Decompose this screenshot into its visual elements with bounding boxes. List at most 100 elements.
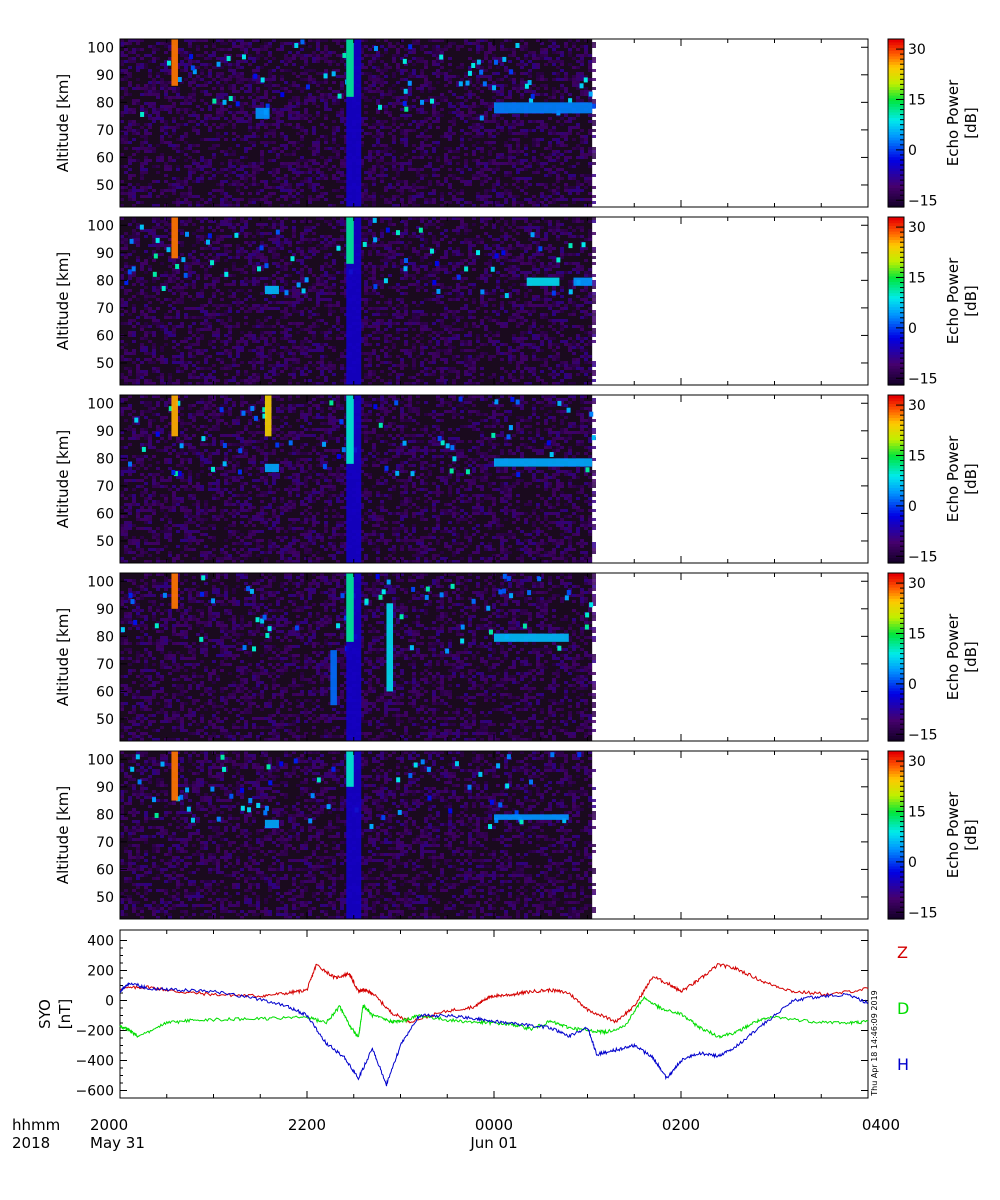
heatmap-cell	[452, 132, 456, 135]
heatmap-cell	[284, 183, 288, 186]
heatmap-cell	[372, 292, 376, 295]
heatmap-cell	[404, 153, 408, 156]
heatmap-cell	[460, 189, 464, 192]
heatmap-cell	[460, 78, 464, 81]
heatmap-cell	[276, 48, 280, 51]
heatmap-cell	[376, 328, 380, 331]
heatmap-cell	[128, 84, 132, 87]
heatmap-cell	[196, 168, 200, 171]
heatmap-cell	[300, 310, 304, 313]
heatmap-cell	[128, 57, 132, 60]
heatmap-cell	[156, 66, 160, 69]
heatmap-cell	[252, 283, 256, 286]
heatmap-cell	[244, 78, 248, 81]
heatmap-cell	[452, 93, 456, 96]
heatmap-cell	[508, 171, 512, 174]
heatmap-cell	[384, 69, 388, 72]
heatmap-cell	[132, 361, 136, 364]
heatmap-cell	[396, 162, 400, 165]
heatmap-cell	[312, 250, 316, 253]
heatmap-cell	[432, 111, 436, 114]
heatmap-cell	[432, 192, 436, 195]
heatmap-cell	[524, 153, 528, 156]
heatmap-cell	[364, 376, 368, 379]
heatmap-cell	[588, 54, 592, 57]
heatmap-cell	[136, 150, 140, 153]
heatmap-cell	[336, 334, 340, 337]
heatmap-cell	[292, 153, 296, 156]
heatmap-cell	[284, 301, 288, 304]
heatmap-cell	[532, 171, 536, 174]
heatmap-cell	[224, 201, 228, 204]
heatmap-cell	[212, 250, 216, 253]
heatmap-cell	[504, 183, 508, 186]
heatmap-cell	[228, 316, 232, 319]
heatmap-cell	[396, 304, 400, 307]
heatmap-cell	[176, 96, 180, 99]
heatmap-cell	[256, 373, 260, 376]
heatmap-cell	[176, 370, 180, 373]
heatmap-cell	[580, 78, 584, 81]
heatmap-cell	[212, 177, 216, 180]
heatmap-cell	[544, 57, 548, 60]
heatmap-cell	[164, 90, 168, 93]
heatmap-cell	[480, 102, 484, 105]
heatmap-cell	[404, 343, 408, 346]
heatmap-cell	[120, 111, 124, 114]
heatmap-cell	[400, 141, 404, 144]
heatmap-cell	[144, 135, 148, 138]
heatmap-cell	[268, 301, 272, 304]
heatmap-cell	[372, 150, 376, 153]
heatmap-cell	[576, 126, 580, 129]
heatmap-cell	[380, 220, 384, 223]
heatmap-cell	[364, 289, 368, 292]
heatmap-cell	[380, 319, 384, 322]
heatmap-cell	[176, 168, 180, 171]
heatmap-cell	[312, 334, 316, 337]
heatmap-cell	[496, 156, 500, 159]
heatmap-cell	[192, 87, 196, 90]
heatmap-cell	[456, 114, 460, 117]
heatmap-cell	[188, 84, 192, 87]
heatmap-cell	[320, 171, 324, 174]
heatmap-cell	[124, 78, 128, 81]
heatmap-cell	[308, 238, 312, 241]
heatmap-cell	[328, 286, 332, 289]
heatmap-cell	[508, 96, 512, 99]
heatmap-cell	[280, 268, 284, 271]
heatmap-cell	[248, 259, 252, 262]
heatmap-cell	[284, 310, 288, 313]
heatmap-cell	[336, 111, 340, 114]
heatmap-cell	[368, 78, 372, 81]
echo-speckle	[525, 84, 529, 89]
heatmap-cell	[312, 307, 316, 310]
heatmap-cell	[280, 111, 284, 114]
heatmap-cell	[228, 48, 232, 51]
heatmap-cell	[500, 63, 504, 66]
heatmap-cell	[524, 42, 528, 45]
heatmap-cell	[196, 162, 200, 165]
heatmap-cell	[144, 114, 148, 117]
heatmap-cell	[388, 114, 392, 117]
heatmap-cell	[196, 361, 200, 364]
heatmap-cell	[168, 373, 172, 376]
heatmap-cell	[144, 108, 148, 111]
heatmap-cell	[304, 265, 308, 268]
heatmap-cell	[240, 96, 244, 99]
heatmap-cell	[412, 195, 416, 198]
heatmap-cell	[524, 135, 528, 138]
heatmap-cell	[192, 195, 196, 198]
heatmap-cell	[192, 259, 196, 262]
heatmap-cell	[288, 102, 292, 105]
heatmap-cell	[580, 189, 584, 192]
heatmap-cell	[160, 84, 164, 87]
heatmap-cell	[532, 150, 536, 153]
heatmap-cell	[252, 57, 256, 60]
heatmap-cell	[140, 337, 144, 340]
heatmap-cell	[152, 277, 156, 280]
heatmap-cell	[248, 289, 252, 292]
heatmap-cell	[380, 235, 384, 238]
heatmap-cell	[488, 60, 492, 63]
heatmap-cell	[336, 42, 340, 45]
heatmap-cell	[248, 201, 252, 204]
